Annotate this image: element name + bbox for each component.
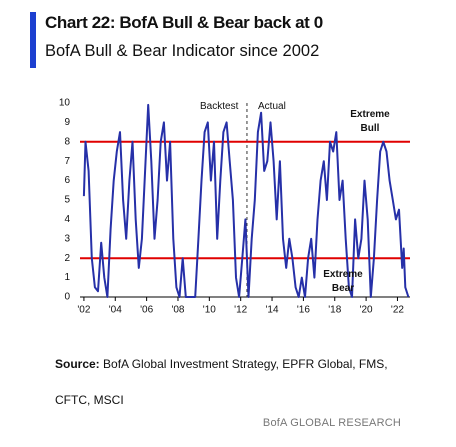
source-text: BofA Global Investment Strategy, EPFR Gl…	[55, 357, 388, 407]
x-tick-label: '06	[140, 305, 153, 316]
x-tick-label: '12	[234, 305, 247, 316]
x-tick-label: '14	[266, 305, 279, 316]
annotation: Backtest	[200, 101, 239, 112]
x-tick-label: '08	[171, 305, 184, 316]
title-accent	[30, 12, 36, 68]
y-tick-label: 2	[64, 253, 70, 264]
y-tick-label: 6	[64, 175, 70, 186]
y-tick-label: 1	[64, 272, 70, 283]
x-tick-label: '20	[360, 305, 373, 316]
y-tick-label: 7	[64, 156, 70, 167]
x-tick-label: '10	[203, 305, 216, 316]
y-tick-label: 10	[59, 98, 71, 109]
y-tick-label: 4	[64, 214, 70, 225]
source-label: Source:	[55, 357, 100, 371]
x-tick-label: '02	[77, 305, 90, 316]
x-tick-label: '04	[109, 305, 122, 316]
y-tick-label: 5	[64, 195, 70, 206]
x-tick-label: '22	[391, 305, 404, 316]
x-tick-label: '18	[328, 305, 341, 316]
x-tick-label: '16	[297, 305, 310, 316]
annotation: Actual	[258, 101, 286, 112]
source: Source: BofA Global Investment Strategy,…	[55, 346, 425, 418]
footer: BofA GLOBAL RESEARCH	[262, 417, 401, 429]
line-series	[82, 103, 410, 298]
annotation: Extreme Bull	[350, 109, 390, 134]
y-tick-label: 8	[64, 136, 70, 147]
y-tick-label: 9	[64, 117, 70, 128]
y-tick-label: 0	[64, 292, 70, 303]
chart-title: Chart 22: BofA Bull & Bear back at 0	[45, 13, 323, 32]
y-tick-label: 3	[64, 233, 70, 244]
annotation: Extreme Bear	[323, 269, 363, 294]
chart-subtitle: BofA Bull & Bear Indicator since 2002	[45, 42, 320, 60]
